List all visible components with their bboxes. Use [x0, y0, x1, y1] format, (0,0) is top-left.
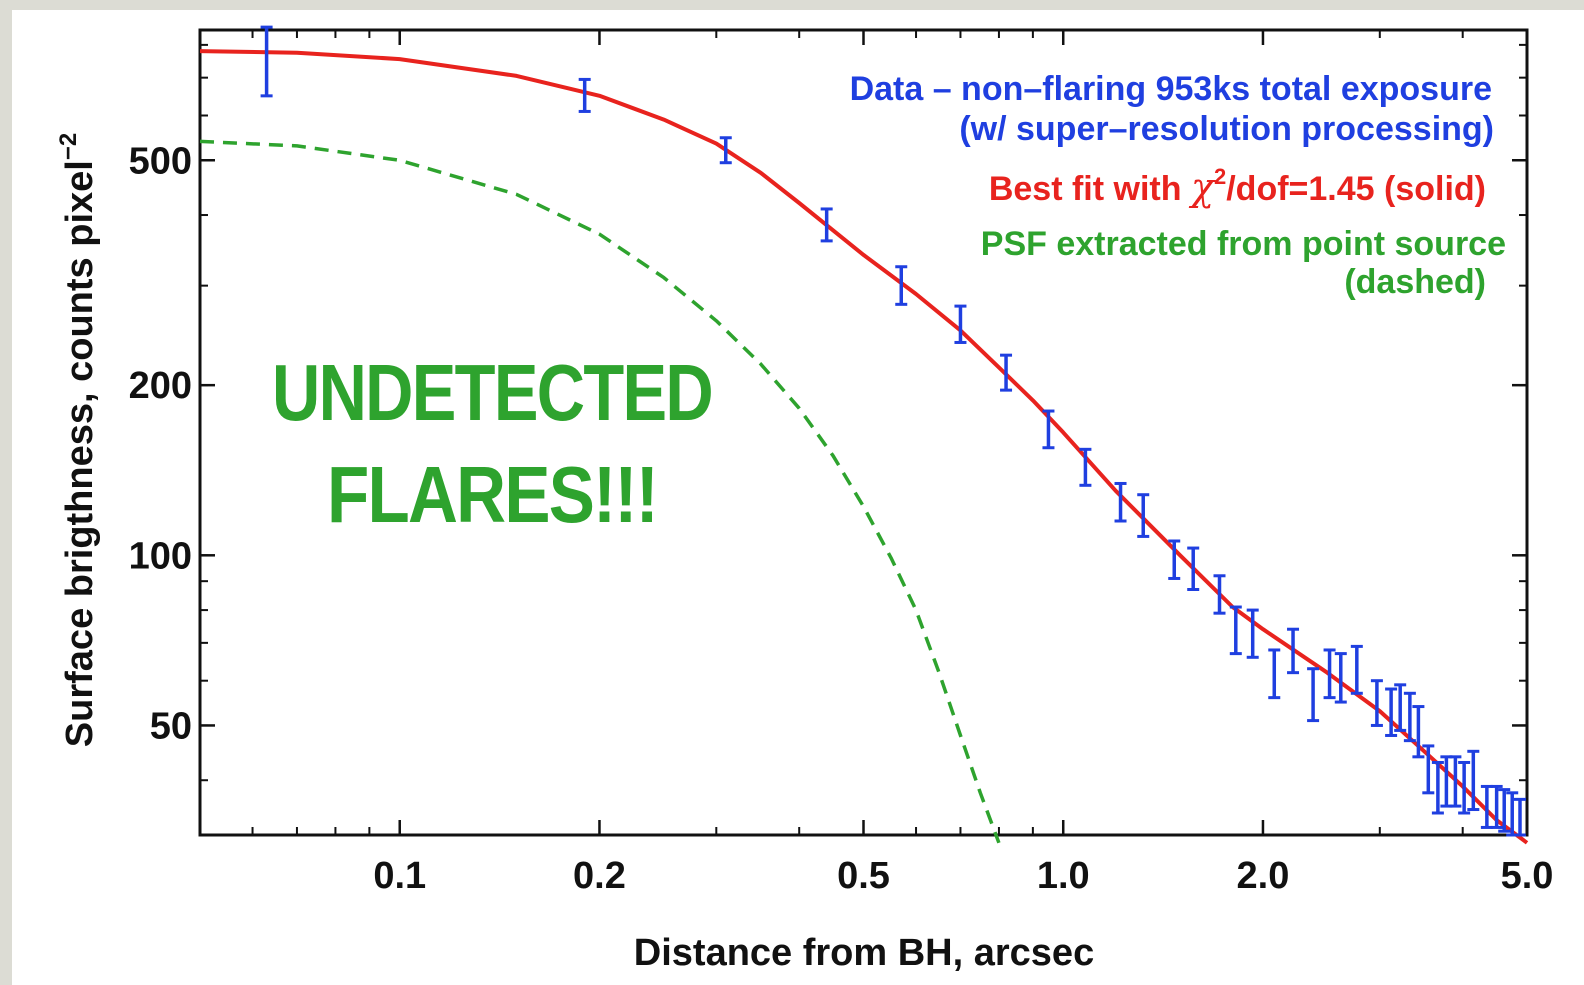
x-tick-label: 5.0 [1501, 855, 1554, 897]
annotation-line-1: UNDETECTED [272, 348, 712, 437]
y-axis-title: Surface brigthness, counts pixel−2 [55, 133, 101, 747]
legend-data-line-1: Data – non–flaring 953ks total exposure [850, 70, 1492, 108]
x-tick-label: 1.0 [1037, 855, 1090, 897]
x-tick-label: 2.0 [1237, 855, 1290, 897]
x-tick-label: 0.5 [837, 855, 890, 897]
legend-psf-line-2: (dashed) [1344, 263, 1486, 301]
y-tick-label: 100 [129, 535, 192, 577]
figure-frame: 0.1 0.2 0.5 1.0 2.0 5.0 50 100 200 500 Data – non… [12, 10, 1584, 985]
y-tick-label: 50 [150, 705, 192, 747]
surface-brightness-chart: 0.1 0.2 0.5 1.0 2.0 5.0 50 100 200 500 Data – non… [12, 10, 1584, 985]
x-axis-title: Distance from BH, arcsec [634, 932, 1094, 974]
legend-data-line-2: (w/ super–resolution processing) [959, 110, 1494, 148]
x-tick-label: 0.1 [373, 855, 426, 897]
x-tick-label: 0.2 [573, 855, 626, 897]
legend-psf-line-1: PSF extracted from point source [981, 225, 1506, 263]
y-tick-label: 500 [129, 140, 192, 182]
y-tick-label: 200 [129, 365, 192, 407]
legend-fit-line: Best fit with χ2/dof=1.45 (solid) [989, 164, 1486, 209]
annotation-line-2: FLARES!!! [327, 450, 657, 539]
